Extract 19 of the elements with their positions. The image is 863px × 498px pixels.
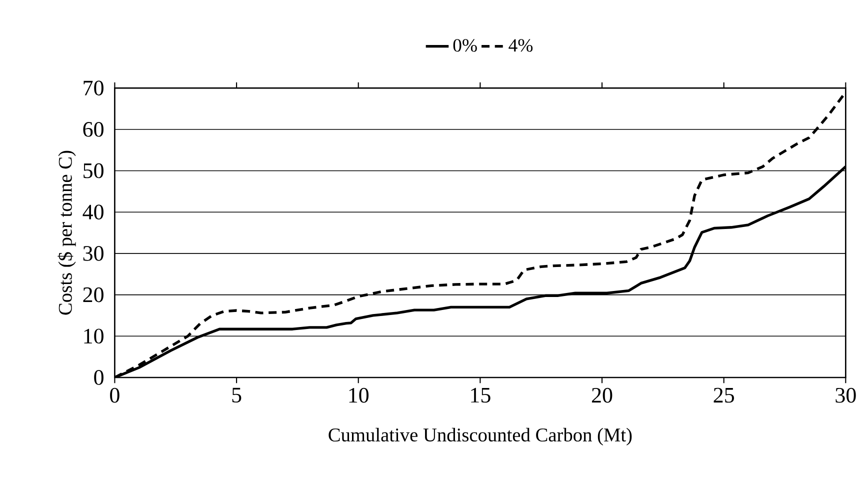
y-tick-label: 0	[94, 370, 104, 386]
y-tick-label: 60	[83, 122, 104, 138]
x-tick-label: 0	[110, 388, 120, 403]
x-tick-label: 10	[349, 388, 369, 403]
x-tick-label: 25	[714, 388, 734, 403]
y-tick-label: 10	[84, 328, 104, 344]
legend-label: 0%	[453, 39, 477, 52]
y-tick-label: 70	[84, 80, 104, 96]
y-tick-label: 40	[82, 204, 104, 220]
x-tick-label: 30	[836, 388, 856, 403]
x-tick-label: 5	[232, 388, 242, 403]
legend-label: 4%	[508, 39, 533, 52]
y-tick-label: 50	[84, 164, 104, 178]
y-tick-label: 20	[83, 288, 104, 302]
y-tick-label: 30	[83, 246, 104, 262]
x-tick-label: 20	[592, 388, 612, 403]
x-tick-label: 15	[471, 388, 490, 403]
y-axis-title: Costs ($ per tonne C)	[58, 151, 76, 315]
x-axis-title: Cumulative Undiscounted Carbon (Mt)	[328, 428, 632, 446]
